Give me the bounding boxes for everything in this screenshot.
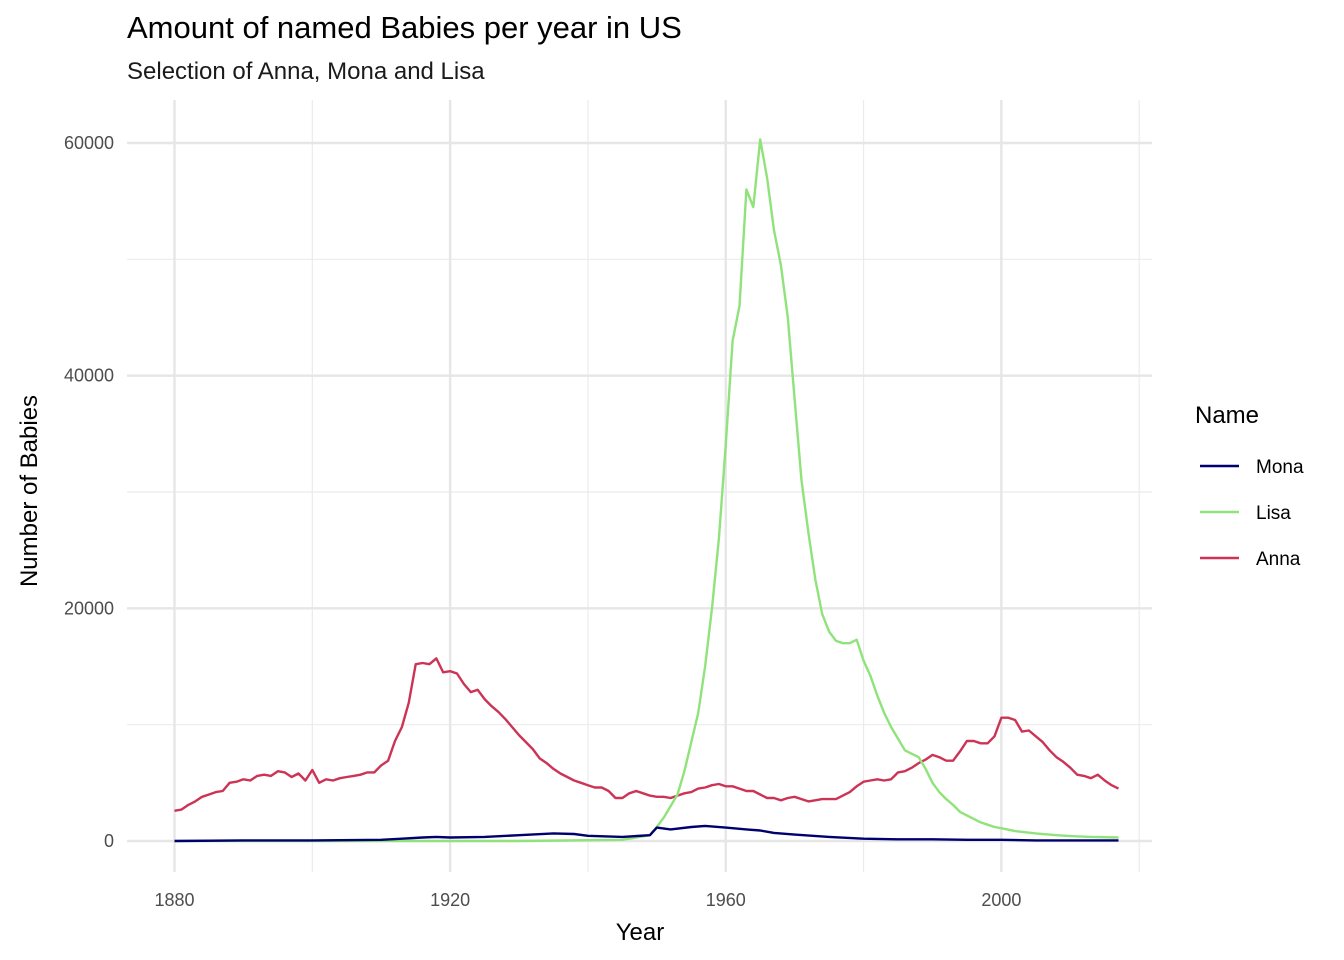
legend-label-anna: Anna (1256, 549, 1301, 570)
legend-label-lisa: Lisa (1256, 503, 1291, 524)
x-tick-label: 1880 (154, 890, 194, 910)
x-tick-label: 1920 (430, 890, 470, 910)
legend: Name Mona Lisa Anna (1195, 402, 1304, 570)
series-layer (174, 138, 1120, 843)
y-axis-title: Number of Babies (16, 395, 43, 587)
y-tick-label: 40000 (64, 366, 114, 386)
series-line-mona (174, 824, 1119, 843)
legend-label-mona: Mona (1256, 457, 1304, 478)
series-line-anna (174, 657, 1120, 812)
y-tick-label: 60000 (64, 133, 114, 153)
y-tick-label: 20000 (64, 598, 114, 618)
y-axis-ticks: 0 20000 40000 60000 (64, 133, 114, 851)
x-axis-ticks: 1880 1920 1960 2000 (154, 890, 1021, 910)
series-line-lisa (174, 138, 1119, 843)
y-tick-label: 0 (104, 831, 114, 851)
chart-title: Amount of named Babies per year in US (127, 10, 682, 45)
x-tick-label: 2000 (981, 890, 1021, 910)
chart-subtitle: Selection of Anna, Mona and Lisa (127, 58, 485, 85)
x-tick-label: 1960 (706, 890, 746, 910)
x-axis-title: Year (616, 919, 665, 946)
grid (127, 100, 1152, 872)
legend-title: Name (1195, 402, 1259, 429)
